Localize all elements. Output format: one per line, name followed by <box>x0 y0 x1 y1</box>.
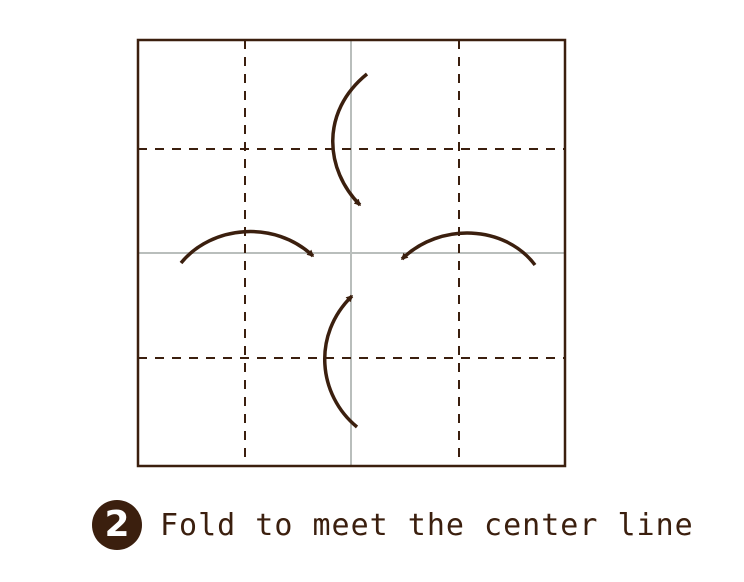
step-number-badge: 2 <box>92 500 142 550</box>
fold-arrow-left <box>179 229 315 265</box>
fold-arrow-top <box>331 72 369 207</box>
step-caption: 2 Fold to meet the center line <box>92 500 694 550</box>
step-instruction: Fold to meet the center line <box>160 507 694 543</box>
fold-diagram <box>136 38 567 468</box>
fold-arrow-bottom <box>322 294 359 429</box>
fold-arrow-right <box>400 231 537 267</box>
paper-square <box>136 38 567 468</box>
